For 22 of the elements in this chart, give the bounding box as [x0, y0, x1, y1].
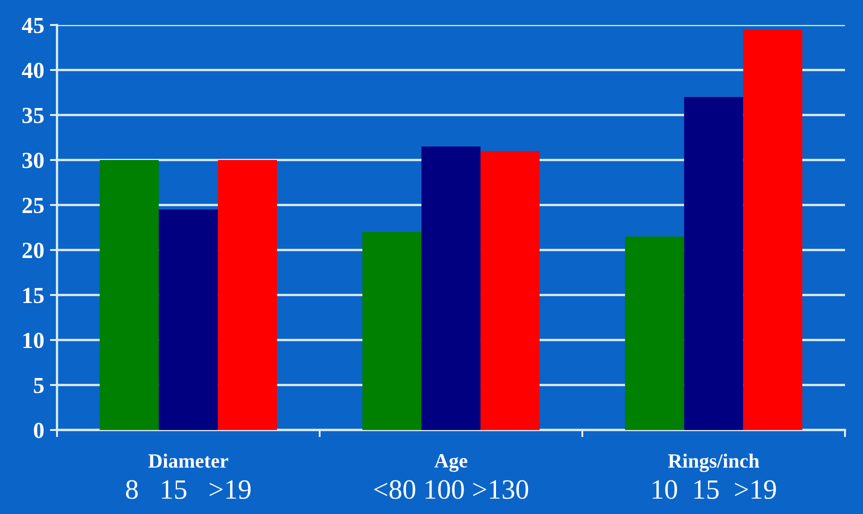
y-tick-label: 20	[22, 242, 44, 258]
bar	[743, 30, 802, 430]
bar	[158, 210, 218, 430]
bar	[480, 151, 540, 430]
y-tick-label: 10	[23, 332, 44, 348]
y-tick-label: 40	[22, 62, 44, 78]
bar	[362, 232, 422, 430]
y-tick-label: 15	[23, 288, 44, 304]
category-label: Diameter 8 15 >19	[126, 454, 251, 499]
bar	[100, 160, 159, 430]
bar	[625, 236, 684, 430]
y-tick-label: 35	[22, 108, 44, 124]
y-tick-label: 0	[34, 422, 44, 438]
category-label: Age <80 100 >130	[374, 454, 528, 499]
y-tick-label: 25	[22, 198, 44, 214]
y-tick-label: 5	[34, 378, 44, 394]
bar	[218, 160, 277, 430]
category-label: Rings/inch 10 15 >19	[652, 454, 776, 499]
y-tick-label: 30	[22, 152, 44, 168]
bar	[684, 97, 744, 430]
bar	[421, 146, 481, 430]
y-tick-label: 45	[22, 18, 44, 34]
